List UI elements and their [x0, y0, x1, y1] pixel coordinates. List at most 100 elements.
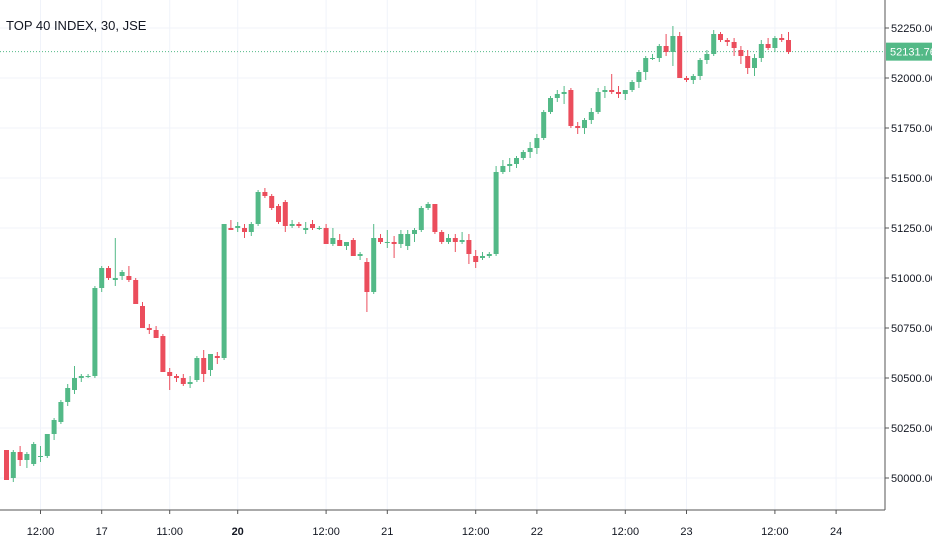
candle — [663, 34, 669, 56]
candle-body — [330, 238, 336, 244]
candle-body — [344, 242, 349, 246]
candle — [167, 368, 173, 390]
candle — [718, 32, 723, 42]
candle — [711, 30, 717, 56]
candle — [405, 230, 411, 250]
candle — [221, 224, 227, 360]
candle-body — [452, 238, 458, 242]
candle — [4, 450, 9, 480]
candle — [92, 286, 98, 378]
candle-body — [622, 90, 628, 94]
candle-body — [656, 46, 662, 58]
candle — [684, 76, 689, 82]
y-tick-label: 51250.00 — [891, 223, 932, 235]
candle — [466, 234, 472, 264]
candle — [765, 38, 771, 50]
candle — [391, 236, 397, 258]
candle-body — [629, 82, 635, 90]
candle-body — [160, 336, 166, 372]
candle-body — [364, 262, 370, 292]
candle — [289, 220, 295, 228]
candle-body — [384, 242, 390, 243]
candle — [133, 278, 139, 304]
candle — [670, 26, 676, 66]
candle — [541, 110, 547, 140]
candle — [146, 324, 152, 334]
candle — [500, 160, 506, 174]
candle-body — [248, 224, 254, 232]
candle — [656, 44, 662, 62]
candle — [344, 242, 349, 250]
candle — [99, 266, 105, 292]
candle — [378, 234, 383, 244]
candle — [228, 220, 234, 230]
candle-body — [459, 240, 465, 242]
candle-body — [92, 288, 98, 376]
candle-body — [765, 44, 771, 48]
candle-body — [575, 126, 581, 128]
candle-body — [208, 354, 213, 370]
candle — [520, 150, 526, 160]
candle-body — [10, 452, 16, 478]
candle-body — [255, 192, 261, 224]
candle-body — [378, 238, 383, 242]
candle — [486, 252, 492, 258]
candle — [208, 354, 213, 376]
candle-body — [228, 228, 234, 230]
candle-body — [146, 328, 152, 330]
candle-body — [643, 58, 649, 72]
last-price-tag-bg — [886, 42, 932, 61]
candle-body — [276, 206, 281, 222]
candle-body — [425, 204, 431, 208]
y-tick-label: 52000.00 — [891, 73, 932, 85]
candle — [140, 302, 145, 328]
candle — [180, 374, 186, 386]
candle-body — [371, 238, 377, 292]
candle-body — [486, 254, 492, 256]
candle-body — [779, 38, 785, 40]
candle-body — [745, 56, 751, 68]
candle — [745, 50, 751, 74]
candle — [588, 108, 594, 124]
candle-body — [758, 44, 764, 58]
chart-title: TOP 40 INDEX, 30, JSE — [6, 18, 147, 33]
candle-body — [738, 50, 744, 56]
candle — [772, 36, 778, 52]
candle — [425, 202, 431, 210]
candle — [255, 190, 261, 226]
candle — [534, 134, 540, 154]
candle-body — [153, 330, 159, 338]
candle-body — [554, 94, 560, 98]
candle — [51, 418, 57, 440]
candle — [276, 204, 281, 224]
candle — [738, 46, 744, 64]
candle — [418, 206, 424, 232]
candle-body — [221, 224, 227, 358]
candle — [350, 238, 356, 256]
candle — [310, 220, 315, 230]
candle — [248, 222, 254, 236]
x-tick-label: 12:00 — [761, 526, 789, 538]
candle-body — [44, 434, 50, 456]
candle-body — [432, 204, 438, 232]
candle — [187, 376, 193, 388]
y-tick-label: 51500.00 — [891, 173, 932, 185]
candle — [786, 32, 791, 54]
candle — [629, 80, 635, 92]
x-tick-label: 24 — [830, 526, 842, 538]
candle — [153, 326, 159, 338]
candle-body — [38, 456, 43, 457]
candle — [412, 228, 417, 242]
y-tick-label: 50750.00 — [891, 323, 932, 335]
x-tick-label: 11:00 — [156, 526, 183, 538]
candles — [4, 26, 791, 482]
candle-body — [337, 240, 343, 246]
candle-body — [405, 234, 411, 246]
candle-body — [752, 58, 757, 68]
candle-body — [616, 92, 621, 94]
candle — [459, 232, 465, 244]
candle — [106, 266, 111, 280]
candle-body — [289, 224, 295, 226]
candle — [527, 142, 533, 158]
